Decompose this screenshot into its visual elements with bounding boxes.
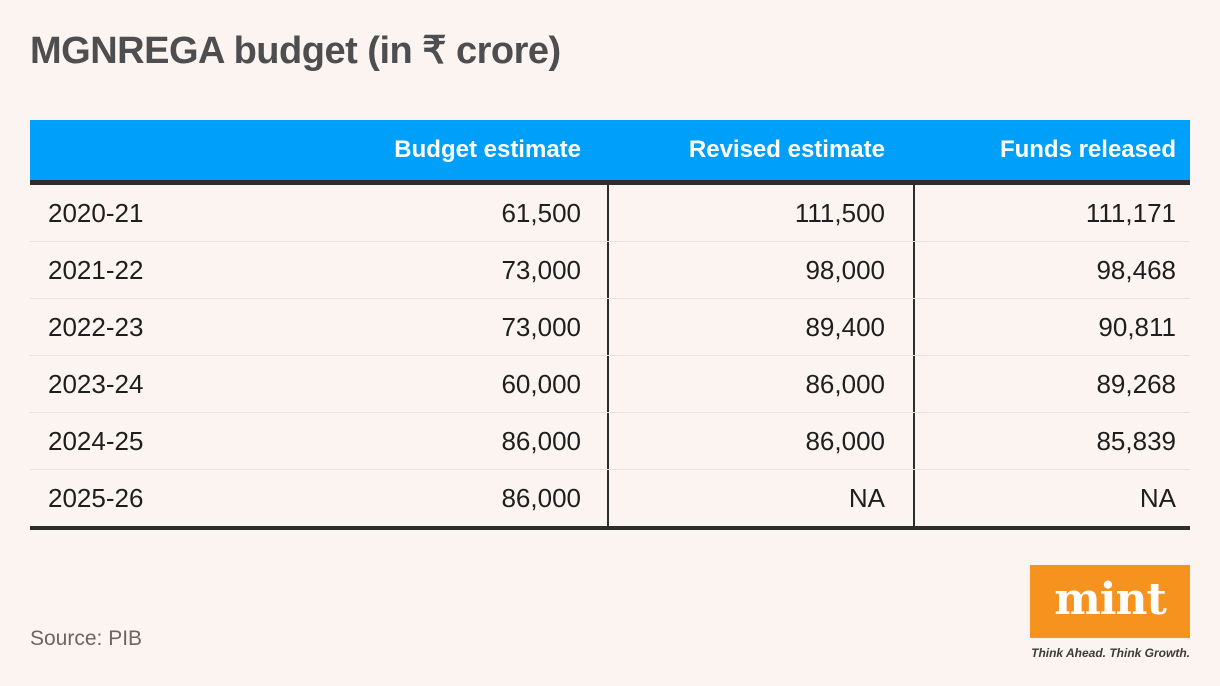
budget-estimate-cell: 60,000	[501, 368, 581, 399]
funds-released-cell: 98,468	[913, 242, 1190, 298]
funds-released-cell: 89,268	[913, 356, 1190, 412]
table-row: 2023-24 60,000 86,000 89,268	[30, 356, 1190, 413]
table-row: 2024-25 86,000 86,000 85,839	[30, 413, 1190, 470]
table-body: 2020-21 61,500 111,500 111,171 2021-22 73,000…	[30, 185, 1190, 530]
revised-estimate-cell: 98,000	[607, 242, 913, 298]
table-row: 2020-21 61,500 111,500 111,171	[30, 185, 1190, 242]
budget-estimate-cell: 73,000	[501, 254, 581, 285]
funds-released-cell: 85,839	[913, 413, 1190, 469]
mint-logo-box: mint	[1030, 565, 1190, 638]
table-header-row: Budget estimate Revised estimate Funds r…	[30, 120, 1190, 185]
year-cell: 2020-21	[48, 197, 144, 228]
source-note: Source: PIB	[30, 627, 143, 650]
table-row: 2025-26 86,000 NA NA	[30, 470, 1190, 526]
mint-logo: mint Think Ahead. Think Growth.	[1030, 565, 1190, 660]
column-header-funds-released: Funds released	[999, 136, 1176, 163]
year-cell: 2025-26	[48, 482, 144, 513]
funds-released-cell: 111,171	[913, 185, 1190, 241]
budget-estimate-cell: 86,000	[501, 425, 581, 456]
revised-estimate-cell: 86,000	[607, 413, 913, 469]
table-row: 2022-23 73,000 89,400 90,811	[30, 299, 1190, 356]
page-title: MGNREGA budget (in ₹ crore)	[30, 30, 561, 72]
mint-tagline: Think Ahead. Think Growth.	[1031, 646, 1190, 660]
year-cell: 2022-23	[48, 311, 144, 342]
table-row: 2021-22 73,000 98,000 98,468	[30, 242, 1190, 299]
year-cell: 2021-22	[48, 254, 144, 285]
column-header-budget-estimate: Budget estimate	[394, 136, 581, 163]
funds-released-cell: 90,811	[913, 299, 1190, 355]
budget-estimate-cell: 86,000	[501, 482, 581, 513]
mint-logo-wordmark: mint	[1054, 573, 1167, 625]
column-header-revised-estimate: Revised estimate	[688, 136, 885, 163]
revised-estimate-cell: 111,500	[607, 185, 913, 241]
budget-estimate-cell: 61,500	[501, 197, 581, 228]
year-cell: 2024-25	[48, 425, 144, 456]
revised-estimate-cell: NA	[607, 470, 913, 526]
revised-estimate-cell: 86,000	[607, 356, 913, 412]
budget-estimate-cell: 73,000	[501, 311, 581, 342]
year-cell: 2023-24	[48, 368, 144, 399]
funds-released-cell: NA	[913, 470, 1190, 526]
revised-estimate-cell: 89,400	[607, 299, 913, 355]
budget-table: Budget estimate Revised estimate Funds r…	[30, 120, 1190, 530]
